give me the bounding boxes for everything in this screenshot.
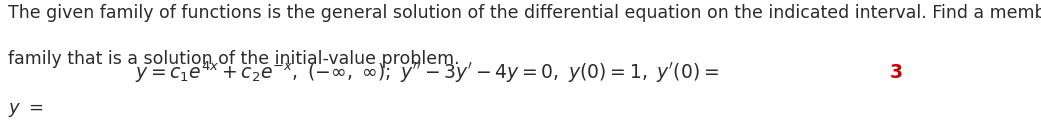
Text: The given family of functions is the general solution of the differential equati: The given family of functions is the gen… (8, 4, 1041, 22)
Text: $y = c_1e^{4x} + c_2e^{-x},\ (-\infty,\ \infty);\ y'' - 3y' - 4y = 0,\ y(0) = 1,: $y = c_1e^{4x} + c_2e^{-x},\ (-\infty,\ … (135, 60, 719, 85)
Text: $\mathbf{3}$: $\mathbf{3}$ (889, 63, 903, 82)
Text: family that is a solution of the initial-value problem.: family that is a solution of the initial… (8, 50, 460, 68)
Text: $y\ =$: $y\ =$ (8, 101, 44, 119)
